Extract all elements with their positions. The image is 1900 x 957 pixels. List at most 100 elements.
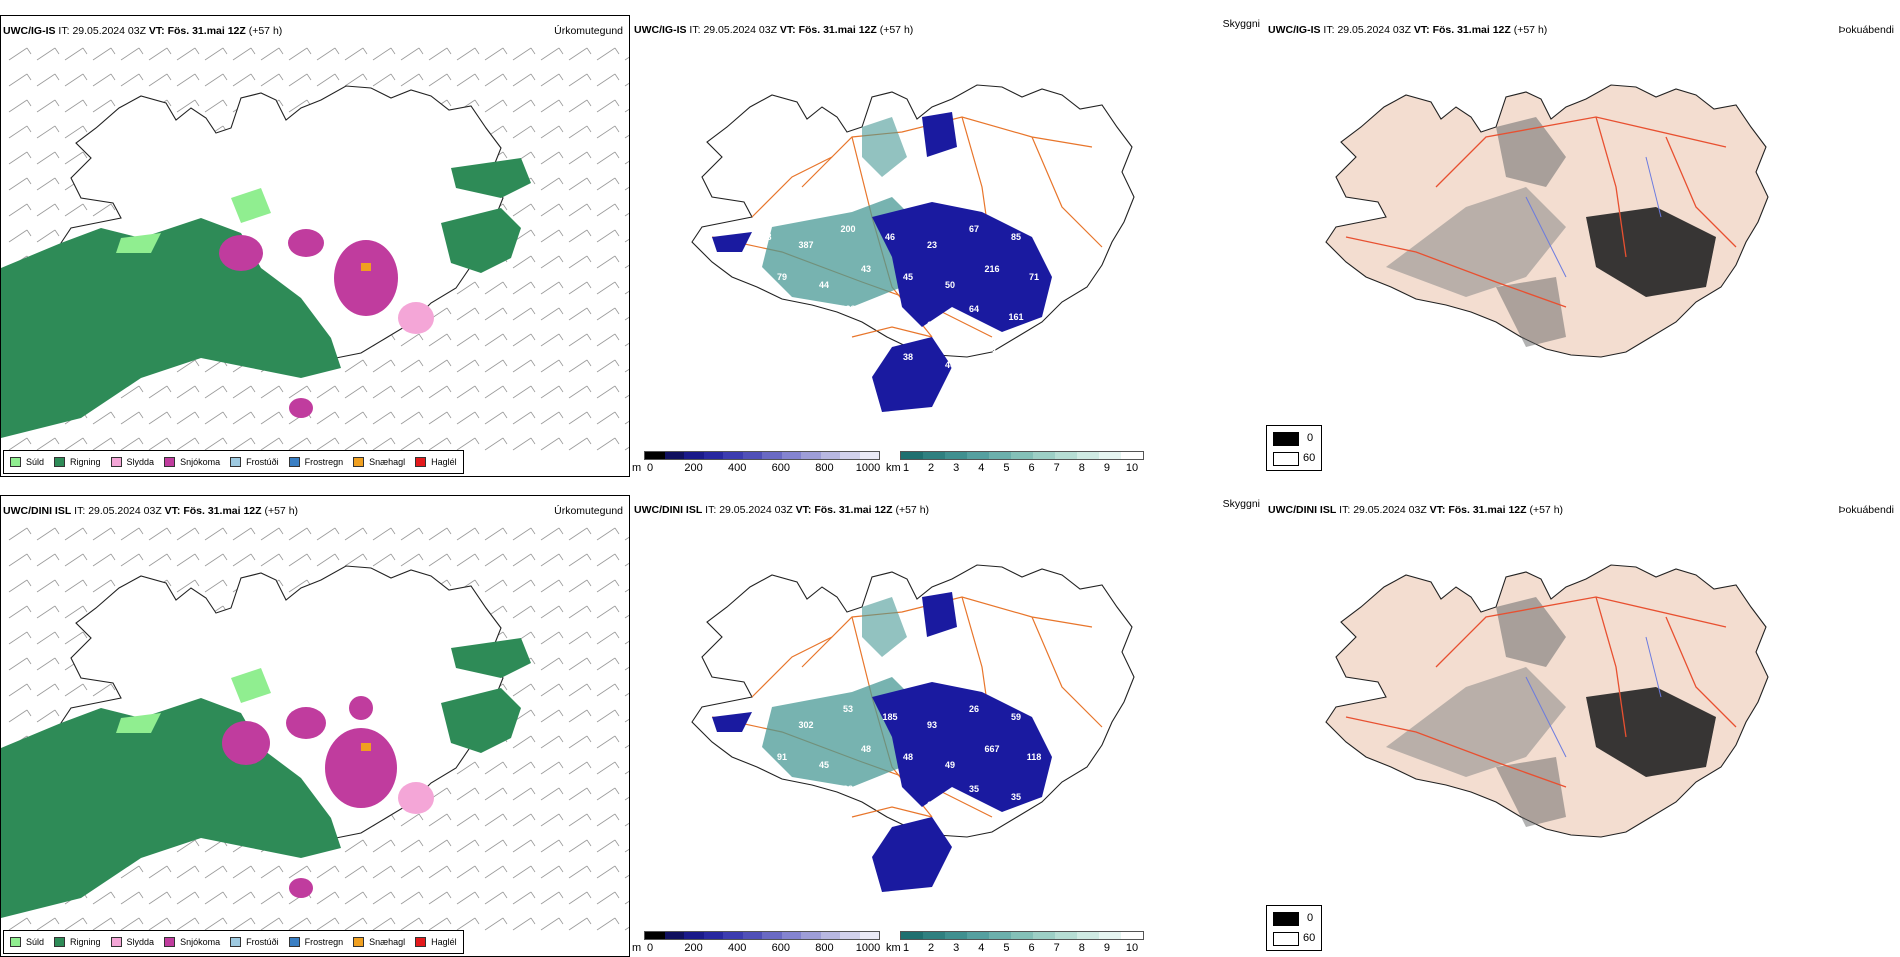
colorbar-unit: km: [886, 942, 901, 954]
legend-label: Slydda: [126, 457, 155, 467]
cloud-base-label: 48: [861, 744, 871, 754]
legend-label: Rigning: [70, 937, 101, 947]
legend-label: Snjókoma: [180, 457, 221, 467]
cloud-base-label: 35: [969, 784, 979, 794]
legend-label: Frostregn: [304, 937, 344, 947]
legend-swatch: [54, 937, 66, 947]
colorbar-tick: 3: [953, 942, 960, 954]
fog-legend: 0 60: [1266, 425, 1322, 471]
cloud-base-label: 79: [777, 272, 787, 282]
colorbar-tick: 600: [771, 462, 790, 474]
colorbar-tick: 1000: [855, 942, 881, 954]
cloud-base-label: 93: [927, 720, 937, 730]
cloud-visibility-map: 62 84 302 53 185 93 26 59 60 91 45 48 48 49 667 118 65 22…: [632, 517, 1262, 937]
cloud-base-label: 64: [885, 312, 895, 322]
legend-swatch: [110, 937, 122, 947]
colorbars: m 0 200 400 600 800 1000 km 1 2 3 4 5 6 7 8 9 10: [632, 451, 1262, 477]
cloud-base-label: 33: [843, 784, 853, 794]
legend-item: Haglél: [415, 457, 457, 467]
legend-label: Snæhagl: [369, 457, 406, 467]
cloud-base-label: 71: [1029, 272, 1039, 282]
precip-type-panel-dini: UWC/DINI ISL IT: 29.05.2024 03Z VT: Fös.…: [0, 495, 630, 957]
product-label: Skyggni: [1222, 498, 1260, 510]
cloud-base-label: 49: [945, 760, 955, 770]
legend-swatch: [164, 457, 176, 467]
colorbar-tick: 0: [646, 462, 654, 474]
cloud-base-label: 50: [777, 352, 787, 362]
cloud-base-label: 26: [969, 704, 979, 714]
cloud-base-label: 48: [903, 752, 913, 762]
cloud-base-label: 35: [1011, 792, 1021, 802]
colorbar-tick: 1: [902, 462, 910, 474]
panel-header: UWC/DINI ISL IT: 29.05.2024 03Z VT: Fös.…: [1268, 504, 1894, 516]
legend-item: Snjókoma: [164, 937, 220, 947]
legend-label: Snjókoma: [180, 937, 221, 947]
legend-item: Frostúði: [230, 457, 279, 467]
legend-swatch: [54, 457, 66, 467]
legend-label: Frostregn: [304, 457, 344, 467]
colorbar-tick: 10: [1125, 462, 1139, 474]
cloud-base-label: 38: [903, 352, 913, 362]
legend-swatch: [353, 937, 365, 947]
legend-label: Súld: [26, 937, 45, 947]
colorbars: m 0 200 400 600 800 1000 km 1 2 3 4 5 6 7 8 9 10: [632, 931, 1262, 957]
cloud-base-label: 44: [885, 792, 895, 802]
fog-panel-dini: UWC/DINI ISL IT: 29.05.2024 03Z VT: Fös.…: [1266, 495, 1900, 957]
colorbar-tick: 8: [1078, 462, 1085, 474]
colorbar-tick: 5: [1003, 942, 1010, 954]
cloud-base-label: 85: [1011, 232, 1021, 242]
cloud-base-label: 185: [882, 712, 897, 722]
product-label: Þokuábendi: [1838, 24, 1894, 36]
legend-swatch: [230, 457, 242, 467]
colorbar: [644, 451, 880, 460]
cloud-base-label: 44: [819, 280, 829, 290]
cloud-base-label: 22: [759, 792, 769, 802]
product-label: Úrkomutegund: [554, 505, 623, 517]
cloud-base-label: 45: [819, 760, 829, 770]
cloud-base-label: 50: [945, 280, 955, 290]
cloud-base-label: 61: [927, 800, 937, 810]
cloud-base-label: 54: [801, 800, 811, 810]
legend-swatch: [110, 457, 122, 467]
product-label: Úrkomutegund: [554, 25, 623, 37]
cloud-base-label: 43: [861, 264, 871, 274]
panel-header: UWC/DINI ISL IT: 29.05.2024 03Z VT: Fös.…: [634, 504, 930, 516]
legend-swatch: [230, 937, 242, 947]
legend-swatch: [288, 937, 300, 947]
cloud-base-label: 82: [717, 304, 727, 314]
cloud-visibility-panel-ig: UWC/IG-IS IT: 29.05.2024 03Z VT: Fös. 31…: [632, 15, 1262, 477]
cloud-base-label: 64: [969, 304, 979, 314]
colorbar-tick: 3: [953, 462, 960, 474]
colorbar-tick: 1000: [855, 462, 881, 474]
legend-item: Snæhagl: [353, 937, 405, 947]
cloud-base-label: 61: [759, 312, 769, 322]
cloud-base-label: 62: [927, 320, 937, 330]
cloud-base-label: 91: [777, 752, 787, 762]
colorbar-tick: 200: [684, 462, 703, 474]
product-label: Þokuábendi: [1838, 504, 1894, 516]
cloud-base-label: 667: [984, 744, 999, 754]
colorbar-tick: 800: [815, 942, 834, 954]
precip-type-panel-ig: UWC/IG-IS IT: 29.05.2024 03Z VT: Fös. 31…: [0, 15, 630, 477]
colorbar: [900, 931, 1144, 940]
legend-item: Frostúði: [230, 937, 279, 947]
cloud-base-label: 71: [987, 344, 997, 354]
colorbar-tick: 200: [684, 942, 703, 954]
colorbar-tick: 400: [728, 942, 747, 954]
cloud-base-label: 118: [1027, 752, 1042, 762]
colorbar-tick: 4: [978, 462, 985, 474]
cloud-base-label: 46: [735, 344, 745, 354]
legend-item: Rigning: [54, 457, 101, 467]
cloud-base-label: 52: [819, 360, 829, 370]
cloud-base-label: 40: [945, 360, 955, 370]
colorbar-tick: 800: [815, 462, 834, 474]
legend-swatch: [415, 457, 427, 467]
legend-label: Haglél: [431, 457, 457, 467]
legend-item: Slydda: [110, 457, 155, 467]
colorbar-tick: 2: [928, 462, 935, 474]
panel-header: UWC/DINI ISL IT: 29.05.2024 03Z VT: Fös.…: [3, 505, 623, 517]
product-label: Skyggni: [1222, 18, 1260, 30]
fog-panel-ig: UWC/IG-IS IT: 29.05.2024 03Z VT: Fös. 31…: [1266, 15, 1900, 477]
colorbar-tick: 600: [771, 942, 790, 954]
cloud-base-label: 65: [717, 784, 727, 794]
